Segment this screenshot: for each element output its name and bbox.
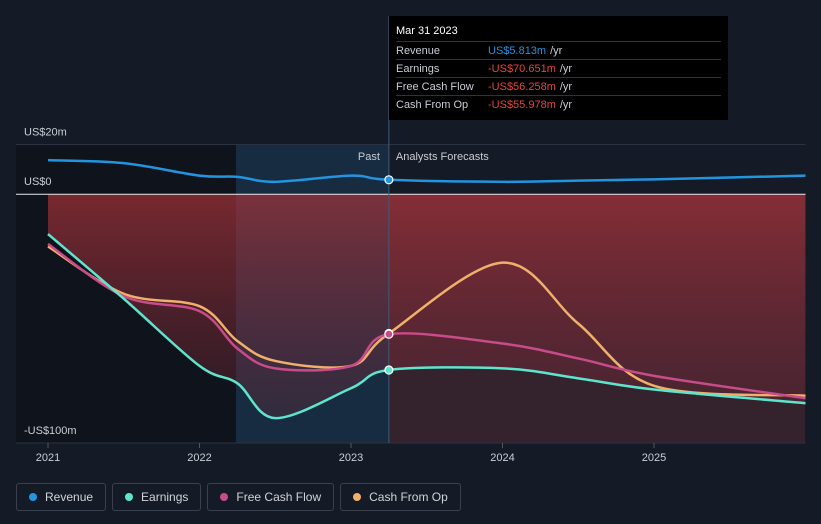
tooltip-value: -US$70.651m [488,62,556,75]
y-tick-label: US$0 [24,176,52,188]
point-marker [384,329,394,339]
forecast-label: Analysts Forecasts [396,151,489,163]
tooltip-unit: /yr [559,62,573,75]
x-tick-label: 2023 [339,452,363,464]
legend-swatch [353,493,362,501]
past-label: Past [358,151,380,163]
legend-swatch [125,493,134,501]
tooltip-label: Revenue [396,44,441,57]
legend-item[interactable]: Earnings [112,483,202,511]
y-tick-label: US$20m [24,126,67,138]
legend-item[interactable]: Free Cash Flow [207,483,335,511]
legend-label: Free Cash Flow [236,490,322,504]
tooltip-value: US$5.813m [488,44,547,57]
tooltip-row: Earnings -US$70.651m/yr [396,59,721,77]
tooltip-value: -US$56.258m [488,80,556,93]
legend-item[interactable]: Revenue [16,483,107,511]
series-line [47,233,806,420]
legend-label: Earnings [141,490,189,504]
legend: Revenue Earnings Free Cash Flow Cash From O… [16,483,461,511]
tooltip-unit: /yr [559,98,573,111]
tooltip-row: Free Cash Flow -US$56.258m/yr [396,77,721,95]
tooltip-label: Free Cash Flow [396,80,474,93]
tooltip-label: Earnings [396,62,440,75]
x-tick-label: 2024 [490,452,514,464]
legend-swatch [29,493,37,501]
tooltip-value: -US$55.978m [488,98,556,111]
x-tick-label: 2022 [187,452,211,464]
x-tick-label: 2021 [36,452,60,464]
series-line [47,242,806,400]
series-line [47,158,806,184]
tooltip-label: Cash From Op [396,98,469,111]
chart: US$20m US$0 -US$100m 2021 2022 2023 2024 2025 Pa… [16,16,806,464]
point-marker [384,365,394,375]
legend-swatch [220,493,229,501]
tooltip-unit: /yr [550,44,563,57]
y-tick-label: -US$100m [24,425,77,437]
tooltip-row: Revenue US$5.813m/yr [396,41,721,59]
legend-label: Cash From Op [369,490,448,504]
tooltip-unit: /yr [559,80,573,93]
legend-label: Revenue [45,490,94,504]
series-line [47,245,806,397]
tooltip: Mar 31 2023 Revenue US$5.813m/yr Earnings -U… [389,16,728,120]
tooltip-row: Cash From Op -US$55.978m/yr [396,95,721,113]
point-marker [384,175,394,185]
tooltip-date: Mar 31 2023 [396,25,458,37]
legend-item[interactable]: Cash From Op [340,483,461,511]
x-tick-label: 2025 [642,452,666,464]
